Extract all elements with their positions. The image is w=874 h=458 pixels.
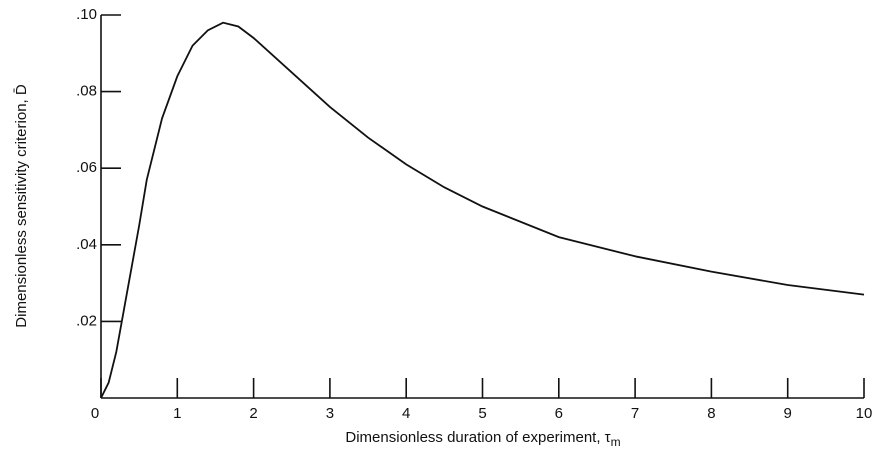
x-tick-label: 1 [173, 405, 181, 422]
x-tick-label: 6 [555, 405, 563, 422]
y-tick-label: .10 [76, 6, 97, 23]
x-axis-label-main: Dimensionless duration of experiment, τ [345, 429, 610, 446]
y-tick-label: .08 [76, 83, 97, 100]
y-tick-label: .06 [76, 159, 97, 176]
y-tick-label: .04 [76, 236, 97, 253]
x-tick-label: 10 [856, 405, 873, 422]
x-tick-label: 9 [784, 405, 792, 422]
x-tick-label: 4 [402, 405, 410, 422]
x-axis-label: Dimensionless duration of experiment, τm [345, 429, 620, 449]
x-tick-label: 8 [707, 405, 715, 422]
y-tick-label: .02 [76, 312, 97, 329]
x-tick-label: 0 [91, 405, 99, 422]
x-tick-label: 5 [478, 405, 486, 422]
x-tick-label: 3 [326, 405, 334, 422]
y-axis-label: Dimensionless sensitivity criterion, D̄ [13, 84, 30, 328]
x-axis-label-subscript: m [611, 435, 621, 449]
x-tick-label: 7 [631, 405, 639, 422]
x-tick-label: 2 [249, 405, 257, 422]
curve [100, 21, 865, 399]
